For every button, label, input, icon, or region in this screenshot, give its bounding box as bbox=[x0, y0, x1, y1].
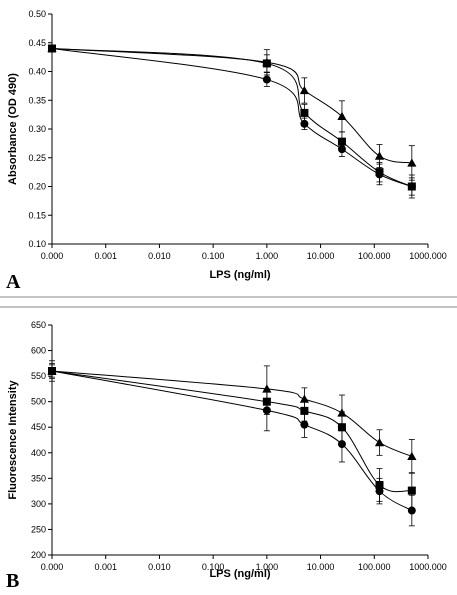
y-tick-label: 0.40 bbox=[28, 67, 46, 77]
y-tick-label: 300 bbox=[31, 499, 46, 509]
x-tick-label: 10.000 bbox=[307, 562, 335, 572]
y-tick-label: 0.15 bbox=[28, 210, 46, 220]
data-point-triangle bbox=[374, 151, 385, 160]
x-tick-label: 0.010 bbox=[148, 251, 171, 261]
x-axis-title: LPS (ng/ml) bbox=[209, 269, 270, 281]
data-point-triangle bbox=[299, 85, 310, 95]
y-axis-title: Fluorescence Intensity bbox=[7, 380, 19, 500]
data-point-circle bbox=[262, 75, 271, 84]
series-triangle bbox=[47, 360, 417, 474]
series-line-square bbox=[51, 48, 413, 187]
data-point-circle bbox=[337, 440, 346, 449]
data-point-square bbox=[407, 486, 416, 495]
data-point-circle bbox=[407, 182, 416, 191]
series-line-circle bbox=[51, 370, 413, 511]
x-tick-label: 1000.000 bbox=[409, 562, 447, 572]
data-point-circle bbox=[337, 145, 346, 154]
y-tick-label: 250 bbox=[31, 524, 46, 534]
series-square bbox=[48, 44, 416, 199]
y-tick-label: 0.50 bbox=[28, 9, 46, 19]
y-axis-title: Absorbance (OD 490) bbox=[7, 73, 19, 185]
data-point-square bbox=[300, 108, 309, 117]
series-circle bbox=[48, 44, 416, 196]
data-point-circle bbox=[407, 506, 416, 515]
y-tick-label: 650 bbox=[31, 320, 46, 330]
x-tick-label: 0.000 bbox=[41, 251, 64, 261]
x-tick-label: 10.000 bbox=[307, 251, 335, 261]
data-point-circle bbox=[375, 487, 384, 496]
series-line-triangle bbox=[51, 48, 412, 164]
x-tick-label: 100.000 bbox=[358, 562, 391, 572]
panel-label-a: A bbox=[6, 271, 21, 293]
y-tick-label: 450 bbox=[31, 422, 46, 432]
data-point-circle bbox=[262, 406, 271, 415]
panel-label-b: B bbox=[6, 570, 19, 592]
y-tick-label: 400 bbox=[31, 448, 46, 458]
data-point-circle bbox=[300, 420, 309, 429]
series-line-triangle bbox=[51, 370, 413, 457]
y-tick-label: 600 bbox=[31, 346, 46, 356]
y-tick-label: 0.10 bbox=[28, 239, 46, 249]
y-tick-label: 350 bbox=[31, 473, 46, 483]
x-tick-label: 100.000 bbox=[358, 251, 391, 261]
data-point-circle bbox=[300, 119, 309, 128]
series-line-circle bbox=[51, 48, 413, 187]
data-point-circle bbox=[375, 170, 384, 179]
y-tick-label: 0.25 bbox=[28, 153, 46, 163]
y-tick-label: 200 bbox=[31, 550, 46, 560]
x-tick-label: 0.100 bbox=[202, 562, 225, 572]
series-circle bbox=[48, 364, 416, 527]
chart-panel-b: B 200 250 300 350 400 450 500 550 600 650 0.000 0.0… bbox=[6, 320, 447, 592]
x-tick-label: 0.001 bbox=[94, 251, 117, 261]
x-tick-label: 0.000 bbox=[41, 562, 64, 572]
data-point-square bbox=[300, 406, 309, 415]
y-tick-label: 0.30 bbox=[28, 124, 46, 134]
x-tick-label: 0.010 bbox=[148, 562, 171, 572]
x-tick-label: 1.000 bbox=[256, 562, 279, 572]
y-tick-label: 0.35 bbox=[28, 95, 46, 105]
x-tick-label: 0.001 bbox=[94, 562, 117, 572]
data-point-triangle bbox=[407, 158, 417, 167]
data-point-triangle bbox=[262, 384, 272, 393]
series-line-square bbox=[51, 370, 412, 493]
data-point-triangle bbox=[374, 437, 385, 447]
data-point-circle bbox=[48, 367, 56, 375]
data-point-triangle bbox=[337, 111, 347, 121]
y-tick-label: 500 bbox=[31, 397, 46, 407]
x-tick-label: 0.100 bbox=[202, 251, 225, 261]
y-tick-label: 0.45 bbox=[28, 38, 46, 48]
y-tick-label: 550 bbox=[31, 371, 46, 381]
y-tick-label: 0.20 bbox=[28, 182, 46, 192]
series-triangle bbox=[47, 43, 417, 181]
chart-panel-a: A 0.10 0.15 0.20 0.25 0.30 0.35 0.40 0.45 0.50 0.… bbox=[6, 9, 447, 293]
x-tick-label: 1000.000 bbox=[409, 251, 447, 261]
data-point-square bbox=[262, 59, 271, 68]
x-tick-label: 1.000 bbox=[256, 251, 279, 261]
data-point-triangle bbox=[407, 451, 417, 461]
x-axis-title: LPS (ng/ml) bbox=[209, 568, 270, 580]
data-point-circle bbox=[48, 44, 56, 53]
